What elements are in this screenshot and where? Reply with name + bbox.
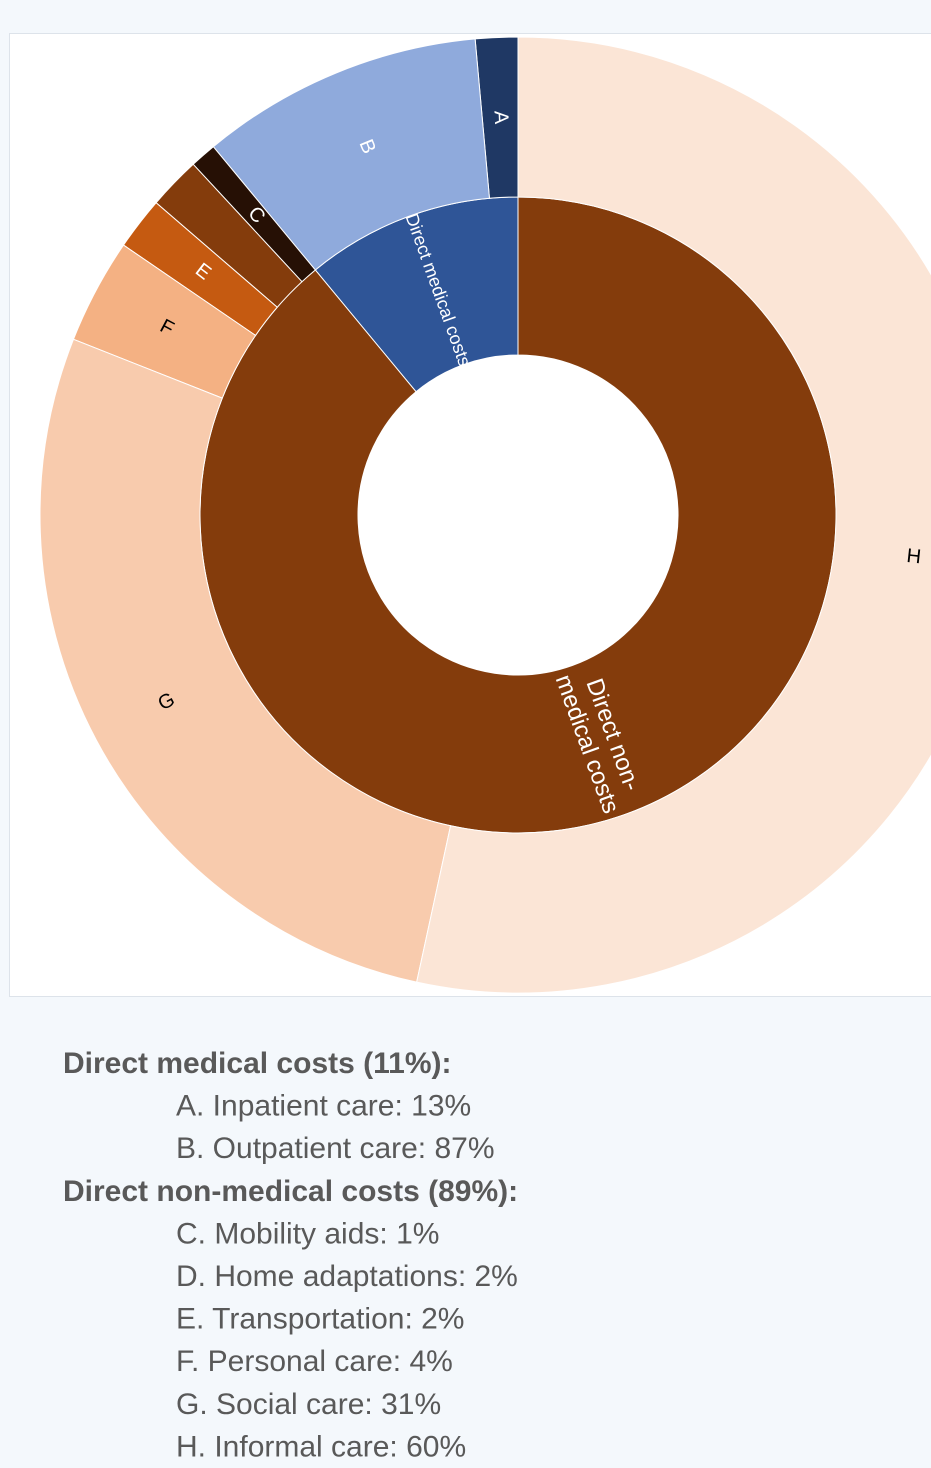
legend-item: B. Outpatient care: 87%	[176, 1132, 495, 1165]
legend-item: E. Transportation: 2%	[176, 1303, 465, 1336]
legend-item: F. Personal care: 4%	[176, 1345, 453, 1378]
legend-heading: Direct medical costs (11%):	[63, 1047, 452, 1080]
outer-segment	[416, 36, 931, 994]
legend-item: C. Mobility aids: 1%	[176, 1217, 439, 1250]
legend-item: G. Social care: 31%	[176, 1388, 441, 1421]
legend-heading: Direct non-medical costs (89%):	[63, 1175, 518, 1208]
segment-label: A	[490, 110, 513, 125]
outer-segment	[39, 338, 452, 983]
legend-item: H. Informal care: 60%	[176, 1430, 466, 1463]
segment-label: H	[905, 545, 922, 568]
legend: Direct medical costs (11%): A. Inpatient …	[63, 1047, 518, 1463]
legend-item: D. Home adaptations: 2%	[176, 1260, 518, 1293]
legend-item: A. Inpatient care: 13%	[176, 1090, 471, 1123]
